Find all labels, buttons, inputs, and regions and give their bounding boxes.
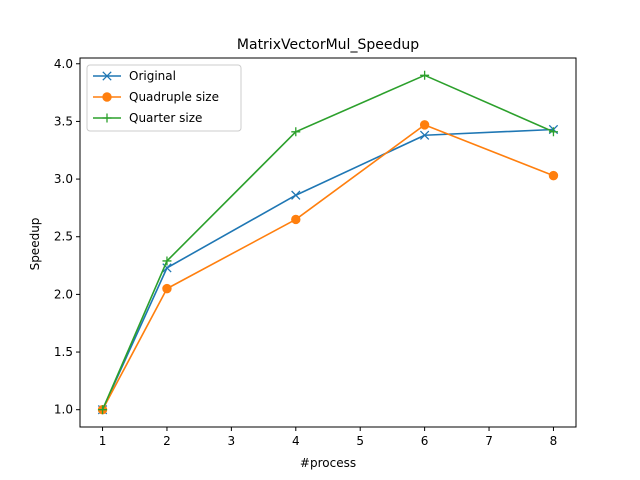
x-tick-label: 3 — [228, 434, 236, 448]
legend-item-original: Original — [93, 69, 176, 83]
chart-title: MatrixVectorMul_Speedup — [237, 37, 419, 53]
legend-marker — [102, 113, 112, 123]
legend-label: Quarter size — [129, 111, 202, 125]
data-point-quarter-size — [98, 405, 108, 415]
data-point-quadruple-size — [548, 170, 559, 181]
y-axis-label: Speedup — [28, 218, 42, 271]
x-tick-label: 1 — [99, 434, 107, 448]
data-point-quadruple-size — [162, 283, 172, 294]
data-point-quarter-size — [548, 127, 558, 137]
y-tick-label: 1.0 — [54, 403, 73, 417]
data-point-original — [419, 130, 430, 140]
x-tick-label: 8 — [550, 434, 558, 448]
x-tick-label: 7 — [485, 434, 493, 448]
legend-item-quadruple-size: Quadruple size — [93, 90, 219, 104]
data-point-original — [162, 263, 172, 273]
y-tick-label: 2.5 — [54, 230, 73, 244]
y-tick-label: 2.0 — [54, 287, 73, 301]
legend-box — [86, 64, 242, 132]
data-point-quarter-size — [420, 70, 430, 80]
series-quarter-size — [98, 70, 558, 415]
legend-marker — [102, 92, 112, 102]
data-point-quarter-size — [162, 256, 172, 266]
legend-label: Original — [129, 69, 176, 83]
data-point-quarter-size — [291, 127, 301, 137]
legend-marker — [102, 71, 112, 81]
data-point-original — [291, 190, 301, 200]
y-tick-label: 3.5 — [54, 114, 73, 128]
x-tick-label: 5 — [356, 434, 364, 448]
legend-label: Quadruple size — [129, 90, 219, 104]
legend: Original Quadruple size Quarter size — [86, 64, 242, 132]
plot-area: 1 2 3 4 5 6 7 8 1.0 1.5 2.0 2.5 3.0 3.5 4.0 — [54, 57, 577, 448]
x-tick-label: 2 — [163, 434, 171, 448]
y-tick-label: 1.5 — [54, 345, 73, 359]
data-point-quadruple-size — [291, 214, 301, 225]
y-tick-label: 4.0 — [54, 57, 73, 71]
axes-frame — [79, 57, 577, 428]
x-tick-label: 4 — [292, 434, 300, 448]
y-tick-label: 3.0 — [54, 172, 73, 186]
legend-item-quarter-size: Quarter size — [93, 111, 202, 125]
x-axis-label: #process — [300, 456, 356, 470]
data-point-quadruple-size — [419, 120, 430, 130]
x-tick-label: 6 — [421, 434, 429, 448]
